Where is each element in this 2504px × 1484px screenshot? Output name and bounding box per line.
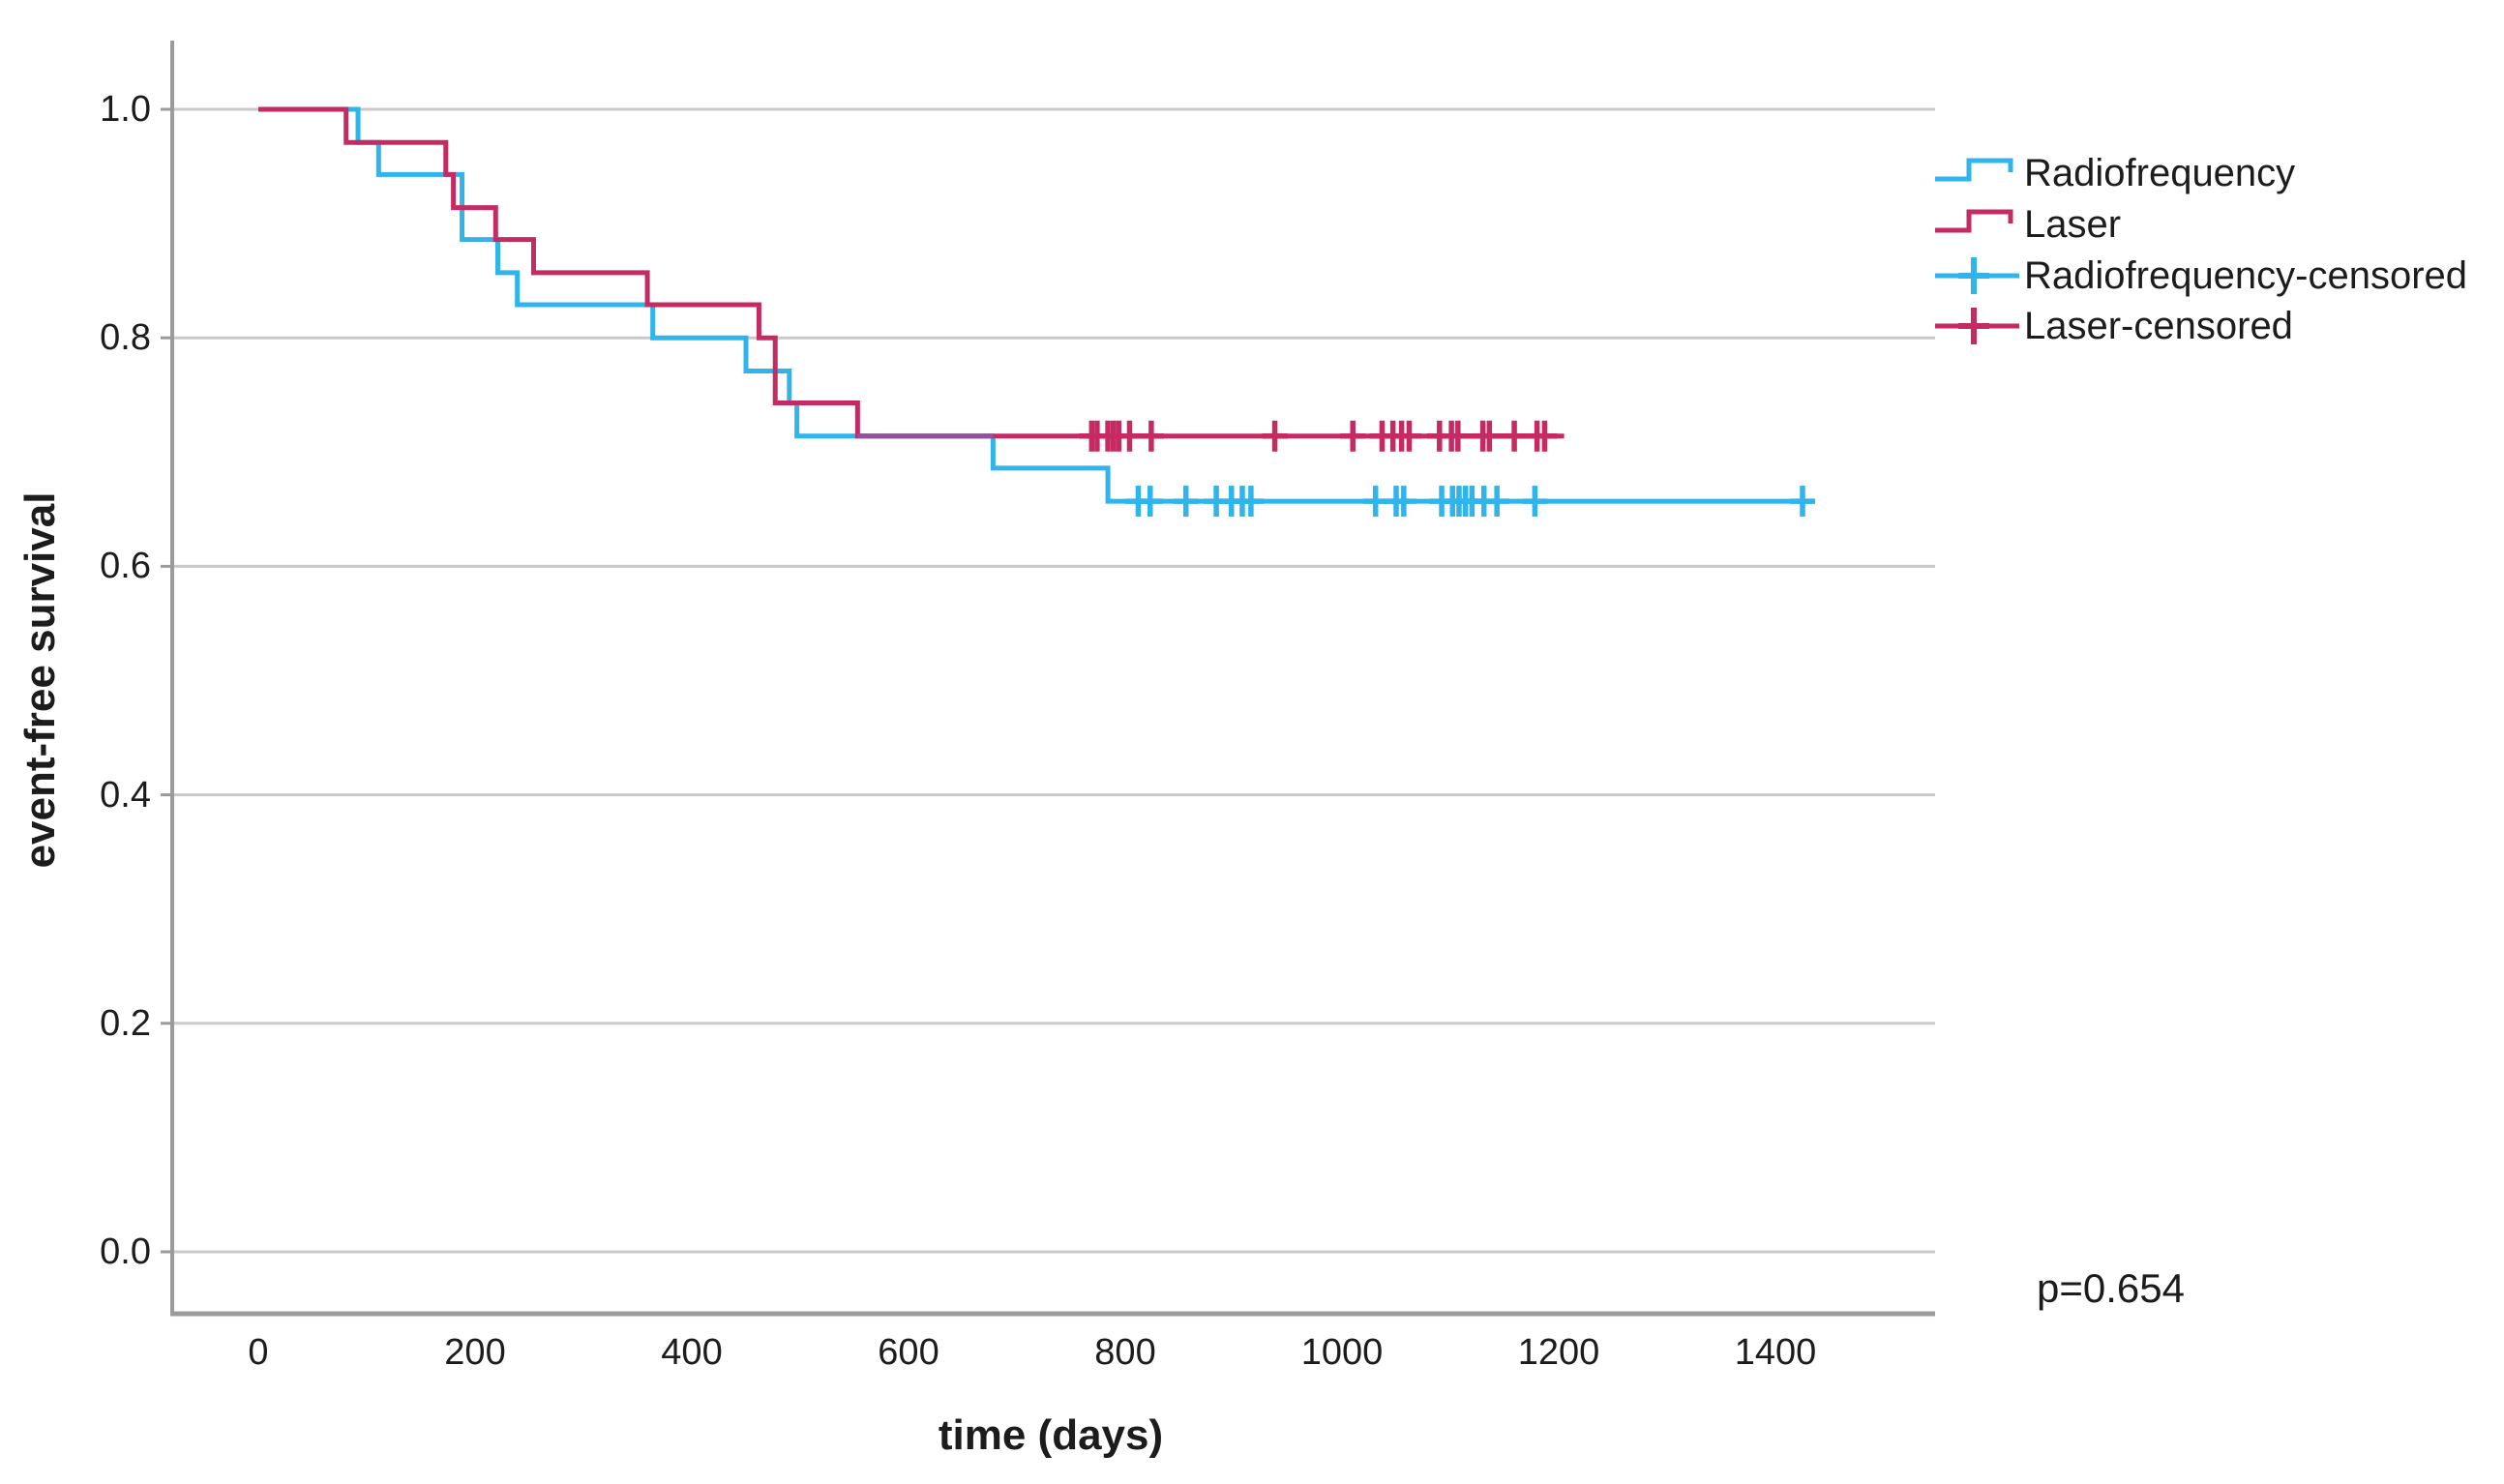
x-axis-title: time (days) (938, 1411, 1164, 1459)
y-tick-label: 1.0 (100, 89, 151, 130)
x-tick-label: 600 (878, 1332, 939, 1373)
p-value-annotation: p=0.654 (2037, 1265, 2185, 1311)
x-tick-label: 800 (1094, 1332, 1156, 1373)
legend-label-radiofrequency: Radiofrequency (2024, 152, 2296, 194)
x-tick-label: 400 (661, 1332, 723, 1373)
x-tick-label: 1400 (1734, 1332, 1817, 1373)
y-tick-label: 0.6 (100, 546, 151, 587)
x-tick-label: 200 (444, 1332, 506, 1373)
x-tick-label: 1200 (1517, 1332, 1600, 1373)
legend-label-radiofrequency-censored: Radiofrequency-censored (2024, 254, 2468, 297)
survival-curve-laser (258, 106, 1565, 439)
legend-label-laser: Laser (2024, 203, 2122, 246)
x-tick-label: 1000 (1300, 1332, 1384, 1373)
legend-line-glyph-radiofrequency (1935, 158, 2013, 182)
survival-curve-radiofrequency (258, 106, 1814, 504)
y-tick-label: 0.0 (100, 1232, 151, 1272)
legend-line-glyph-laser (1935, 209, 2013, 233)
legend-label-laser-censored: Laser-censored (2024, 305, 2293, 347)
y-tick-label: 0.2 (100, 1002, 151, 1044)
y-tick-label: 0.4 (100, 774, 151, 816)
y-tick-label: 0.8 (100, 317, 151, 359)
x-tick-label: 0 (248, 1332, 269, 1373)
